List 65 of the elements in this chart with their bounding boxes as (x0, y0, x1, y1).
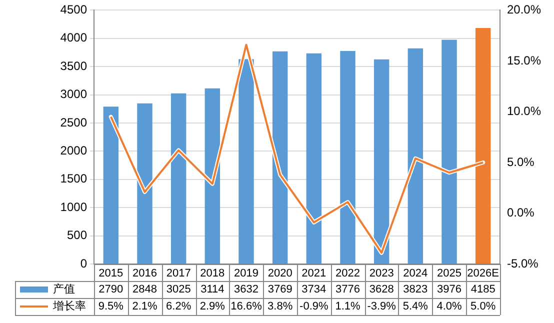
x-tick-label: 2023 (369, 268, 394, 280)
x-tick-label: 2024 (403, 268, 428, 280)
data-label: 5.4% (402, 300, 428, 313)
y2-tick-label: 0.0% (507, 206, 535, 220)
legend-label: 产值 (53, 282, 75, 296)
x-tick-label: 2020 (268, 268, 292, 280)
y2-tick-label: 20.0% (507, 2, 542, 17)
bar (137, 103, 152, 264)
data-label: -3.9% (367, 300, 396, 313)
x-tick-label: 2021 (302, 268, 326, 280)
data-label: 2.9% (200, 300, 226, 313)
bar (170, 93, 186, 264)
y-tick-label: 4500 (60, 2, 88, 17)
y2-tick-label: 10.0% (507, 104, 542, 118)
data-label: 3776 (336, 284, 360, 296)
data-label: 3976 (437, 284, 462, 296)
data-label: 3628 (369, 284, 394, 296)
data-label: 2848 (132, 284, 157, 296)
data-label: 5.0% (470, 300, 496, 313)
bar (272, 51, 288, 264)
x-tick-label: 2026E (467, 268, 499, 280)
data-label: 1.1% (335, 300, 360, 313)
x-tick-label: 2015 (98, 268, 124, 280)
data-label: 4185 (470, 284, 496, 296)
y-tick-label: 500 (66, 228, 88, 242)
bar (408, 48, 424, 264)
y2-tick-label: -5.0% (507, 256, 539, 270)
x-tick-label: 2022 (336, 268, 360, 280)
data-label: 3823 (403, 284, 428, 296)
data-label: 3632 (234, 284, 258, 296)
data-label: 3114 (200, 284, 224, 296)
data-label: -0.9% (300, 300, 328, 313)
bar (442, 40, 457, 264)
x-tick-label: 2017 (166, 268, 191, 280)
bar (204, 88, 220, 264)
y-tick-label: 2500 (60, 115, 88, 130)
y-tick-label: 3000 (60, 87, 88, 102)
y-tick-label: 0 (80, 256, 88, 270)
y-tick-label: 1000 (60, 200, 88, 214)
y-tick-label: 3500 (60, 58, 88, 73)
bar (374, 59, 390, 264)
legend-label: 增长率 (52, 300, 86, 313)
y-tick-label: 1500 (60, 172, 88, 186)
data-label: 3025 (166, 284, 191, 296)
y-tick-label: 2000 (60, 144, 88, 158)
x-tick-label: 2019 (234, 268, 258, 280)
x-tick-label: 2018 (200, 268, 225, 280)
data-label: 4.0% (436, 300, 462, 313)
x-tick-label: 2016 (132, 268, 157, 280)
data-label: 3.8% (268, 300, 293, 313)
y2-tick-label: 15.0% (507, 53, 542, 68)
data-label: 2.1% (132, 300, 158, 313)
bar (103, 106, 119, 264)
data-label: 2790 (98, 284, 124, 296)
x-tick-label: 2025 (437, 268, 462, 280)
y-tick-label: 4000 (60, 30, 88, 45)
data-label: 9.5% (98, 300, 124, 313)
data-label: 16.6% (230, 300, 262, 313)
y2-tick-label: 5.0% (507, 154, 535, 169)
bar (238, 59, 254, 264)
bar (340, 51, 356, 264)
data-label: 6.2% (166, 300, 192, 313)
data-label: 3769 (268, 284, 292, 296)
bar (306, 53, 322, 264)
data-label: 3734 (302, 284, 326, 296)
